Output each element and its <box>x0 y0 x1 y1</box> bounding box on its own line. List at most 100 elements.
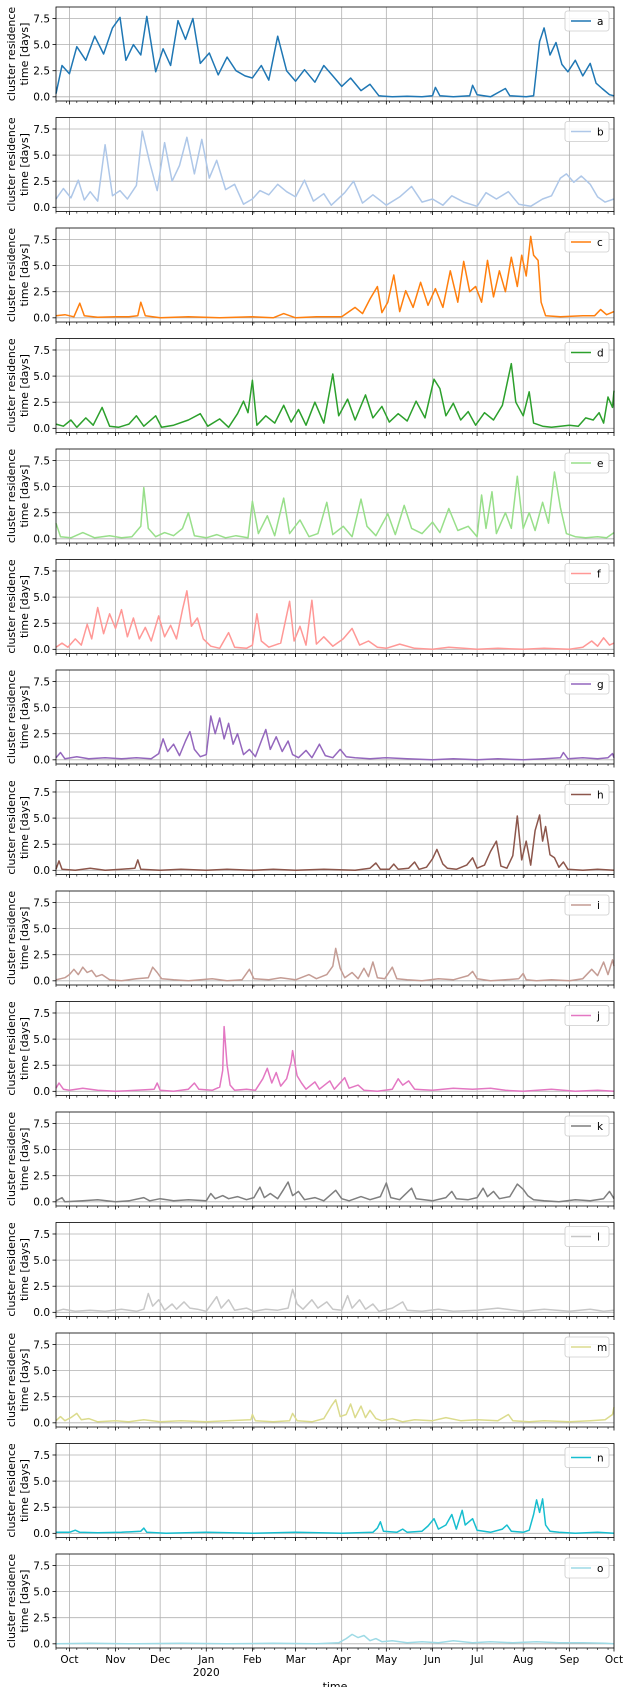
y-tick-label: 7.5 <box>33 566 50 578</box>
y-tick-label: 5.0 <box>33 592 50 604</box>
legend-g: g <box>564 673 610 695</box>
y-tick-label: 0.0 <box>33 1307 50 1319</box>
y-axis-label: cluster residencetime [days] <box>5 780 31 875</box>
legend-label: g <box>597 679 604 691</box>
axes-frame <box>55 448 615 544</box>
legend-label: c <box>597 237 603 249</box>
series-line-a <box>55 15 615 98</box>
y-tick-label: 5.0 <box>33 260 50 272</box>
y-tick-label: 0.0 <box>33 1528 50 1540</box>
y-tick-label: 0.0 <box>33 755 50 767</box>
series-line-f <box>55 590 615 651</box>
y-tick-label: 0.0 <box>33 313 50 325</box>
legend-label: j <box>596 1010 600 1022</box>
y-tick-label: 5.0 <box>33 1255 50 1267</box>
y-tick-label: 7.5 <box>33 897 50 909</box>
y-tick-label: 2.5 <box>33 176 50 188</box>
legend-d: d <box>564 342 610 363</box>
legend-b: b <box>564 121 610 142</box>
y-tick-label: 5.0 <box>33 39 50 51</box>
y-tick-label: 7.5 <box>33 13 50 25</box>
y-tick-label: 2.5 <box>33 287 50 299</box>
y-tick-label: 2.5 <box>33 1502 50 1514</box>
y-tick-label: 0.0 <box>33 202 50 214</box>
y-axis-label: cluster residencetime [days] <box>5 1554 31 1649</box>
legend-label: l <box>597 1231 600 1243</box>
axes-frame <box>55 1553 615 1649</box>
x-axis-label: time <box>323 1680 348 1687</box>
series-line-d <box>55 362 615 429</box>
y-tick-label: 2.5 <box>33 1613 50 1625</box>
legend-f: f <box>564 563 610 584</box>
y-tick-label: 2.5 <box>33 1281 50 1293</box>
y-tick-label: 0.0 <box>33 423 50 435</box>
x-tick-label: Sep <box>559 1654 579 1666</box>
x-tick-label: Oct <box>60 1654 78 1666</box>
y-tick-label: 0.0 <box>33 1197 50 1209</box>
y-tick-label: 0.0 <box>33 644 50 656</box>
y-axis-label: cluster residencetime [days] <box>5 449 31 544</box>
x-tick-label: Nov <box>105 1654 126 1666</box>
x-tick-sublabel: 2020 <box>193 1667 220 1679</box>
axes-frame <box>55 117 615 212</box>
y-tick-label: 5.0 <box>33 481 50 493</box>
y-tick-label: 7.5 <box>33 787 50 799</box>
legend-h: h <box>564 784 610 805</box>
y-tick-label: 0.0 <box>33 976 50 988</box>
x-tick-label: Apr <box>333 1654 352 1666</box>
y-tick-label: 0.0 <box>33 1639 50 1651</box>
y-tick-label: 2.5 <box>33 397 50 409</box>
y-axis-label: cluster residencetime [days] <box>5 117 31 212</box>
legend-o: o <box>564 1557 610 1579</box>
series-line-i <box>55 947 615 982</box>
axes-frame <box>55 6 615 102</box>
y-axis-label: cluster residencetime [days] <box>5 1112 31 1207</box>
axes-frame <box>55 227 615 323</box>
axes-frame <box>55 559 615 654</box>
legend-label: h <box>597 789 604 801</box>
y-tick-label: 7.5 <box>33 234 50 246</box>
y-tick-label: 2.5 <box>33 618 50 630</box>
axes-frame <box>55 1443 615 1538</box>
series-line-j <box>55 1025 615 1093</box>
series-line-o <box>55 1633 615 1645</box>
y-tick-label: 2.5 <box>33 839 50 851</box>
series-line-l <box>55 1288 615 1313</box>
y-tick-label: 5.0 <box>33 1586 50 1598</box>
legend-label: d <box>597 347 604 359</box>
axes-frame <box>55 338 615 433</box>
y-tick-label: 2.5 <box>33 66 50 78</box>
y-tick-label: 2.5 <box>33 508 50 520</box>
axes-frame <box>55 669 615 765</box>
y-tick-label: 2.5 <box>33 1060 50 1072</box>
y-tick-label: 0.0 <box>33 1418 50 1430</box>
y-tick-label: 5.0 <box>33 923 50 935</box>
series-line-c <box>55 235 615 319</box>
y-tick-label: 7.5 <box>33 1339 50 1351</box>
x-tick-label: Oct <box>605 1654 623 1666</box>
legend-label: n <box>597 1452 604 1464</box>
legend-n: n <box>564 1447 610 1468</box>
series-line-h <box>55 814 615 872</box>
y-tick-label: 7.5 <box>33 1450 50 1462</box>
y-axis-label: cluster residencetime [days] <box>5 559 31 654</box>
axes-frame <box>55 1222 615 1317</box>
y-axis-label: cluster residencetime [days] <box>5 670 31 765</box>
y-tick-label: 5.0 <box>33 1365 50 1377</box>
y-tick-label: 5.0 <box>33 1034 50 1046</box>
x-tick-label: Dec <box>150 1654 171 1666</box>
series-line-e <box>55 471 615 539</box>
